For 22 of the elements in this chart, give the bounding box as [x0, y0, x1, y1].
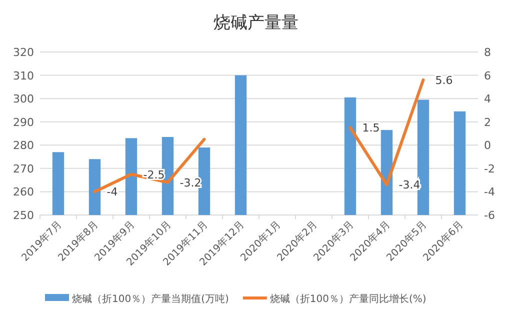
legend-label: 烧碱（折100％）产量同比增长(%): [270, 293, 426, 305]
legend-label: 烧碱（折100％）产量当期值(万吨): [72, 293, 229, 305]
data-label: -4: [106, 186, 118, 199]
y2-tick-label: -6: [484, 209, 495, 222]
y-tick-label: 300: [13, 92, 34, 106]
y2-tick-label: 2: [484, 116, 491, 129]
y-tick-label: 270: [13, 162, 34, 176]
y-tick-label: 290: [13, 116, 34, 129]
y2-tick-label: 0: [484, 139, 491, 152]
y-tick-label: 250: [13, 209, 34, 222]
y-tick-label: 310: [13, 69, 34, 82]
y2-tick-label: 8: [484, 46, 491, 59]
y-tick-label: 320: [13, 46, 34, 59]
y2-tick-label: 6: [484, 69, 491, 82]
y2-tick-label: -4: [484, 186, 495, 199]
y2-tick-label: -2: [484, 162, 495, 176]
data-label: 5.6: [435, 74, 453, 87]
y2-tick-label: 4: [484, 92, 491, 106]
y-tick-label: 260: [13, 186, 34, 199]
data-label: 1.5: [362, 122, 380, 135]
y-tick-label: 280: [13, 139, 34, 152]
chart-title: 烧碱产量量: [214, 13, 298, 33]
